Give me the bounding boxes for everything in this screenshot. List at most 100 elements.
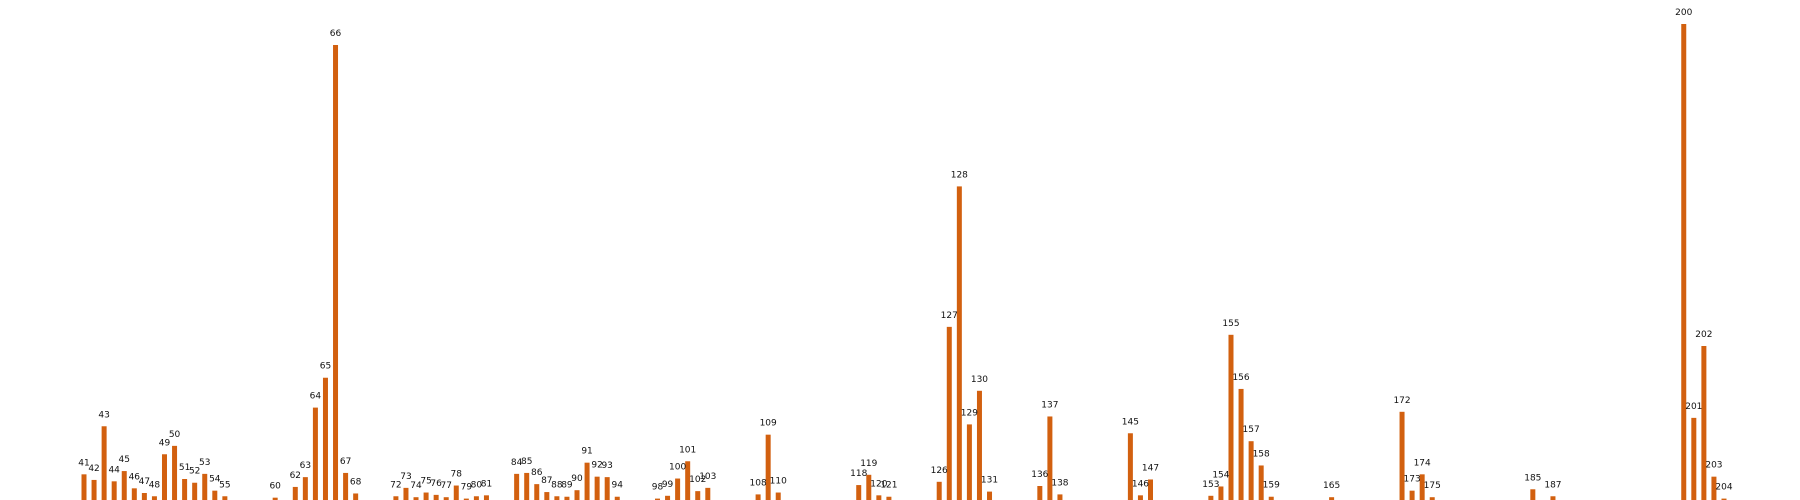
bar-label-203: 203 <box>1705 461 1722 471</box>
bar-label-49: 49 <box>159 438 171 448</box>
bar-label-156: 156 <box>1232 373 1249 383</box>
bar-62 <box>292 486 298 500</box>
bar-60 <box>272 497 278 500</box>
bar-label-62: 62 <box>290 471 301 481</box>
bar-label-41: 41 <box>78 458 89 468</box>
bar-label-50: 50 <box>169 430 181 440</box>
bar-label-89: 89 <box>561 481 573 491</box>
bar-79 <box>463 498 469 500</box>
bar-label-87: 87 <box>541 476 552 486</box>
bar-label-65: 65 <box>320 362 331 372</box>
bar-label-48: 48 <box>149 480 161 490</box>
bar-label-159: 159 <box>1263 481 1280 491</box>
bar-label-158: 158 <box>1253 449 1270 459</box>
bar-52 <box>192 482 198 500</box>
bar-label-103: 103 <box>699 472 716 482</box>
bar-102 <box>695 491 701 500</box>
bar-label-77: 77 <box>440 481 451 491</box>
bar-84 <box>514 473 520 500</box>
bar-label-67: 67 <box>340 457 351 467</box>
bar-90 <box>574 490 580 500</box>
bar-label-78: 78 <box>451 470 463 480</box>
bar-89 <box>564 496 570 500</box>
bar-100 <box>675 478 681 500</box>
bar-129 <box>966 424 972 500</box>
bar-53 <box>202 473 208 500</box>
bar-110 <box>775 492 781 500</box>
bar-93 <box>604 477 610 500</box>
bar-label-109: 109 <box>760 419 777 429</box>
bar-200 <box>1681 24 1687 500</box>
bar-44 <box>111 481 117 500</box>
bar-label-88: 88 <box>551 480 563 490</box>
bar-91 <box>584 462 590 500</box>
bar-76 <box>433 494 439 500</box>
bar-145 <box>1127 433 1133 500</box>
bar-87 <box>544 492 550 500</box>
bar-47 <box>141 493 147 500</box>
bar-187 <box>1550 496 1556 500</box>
bar-157 <box>1248 441 1254 500</box>
bar-67 <box>343 472 349 500</box>
bar-label-146: 146 <box>1132 479 1149 489</box>
bar-130 <box>976 390 982 500</box>
bar-label-128: 128 <box>951 170 968 180</box>
bar-65 <box>322 377 328 500</box>
bar-175 <box>1429 497 1435 500</box>
bar-label-172: 172 <box>1393 396 1410 406</box>
bar-155 <box>1228 334 1234 500</box>
bar-label-91: 91 <box>581 447 592 457</box>
bar-label-174: 174 <box>1414 458 1431 468</box>
bar-label-138: 138 <box>1051 478 1068 488</box>
bar-label-127: 127 <box>941 311 958 321</box>
bar-label-136: 136 <box>1031 470 1048 480</box>
bar-label-85: 85 <box>521 457 532 467</box>
bar-48 <box>151 496 157 500</box>
bar-174 <box>1419 474 1425 500</box>
bar-204 <box>1721 498 1727 500</box>
bar-label-47: 47 <box>139 477 150 487</box>
bar-74 <box>413 497 419 500</box>
bar-label-81: 81 <box>481 479 492 489</box>
bar-85 <box>524 472 530 500</box>
bar-138 <box>1057 494 1063 500</box>
bar-label-43: 43 <box>98 410 109 420</box>
bar-119 <box>866 474 872 500</box>
bar-label-126: 126 <box>931 466 948 476</box>
bar-label-44: 44 <box>108 465 120 475</box>
bar-label-99: 99 <box>662 480 674 490</box>
bar-109 <box>765 434 771 500</box>
bar-73 <box>403 487 409 500</box>
bar-label-53: 53 <box>199 458 210 468</box>
bar-label-101: 101 <box>679 445 696 455</box>
bar-49 <box>161 454 167 500</box>
bar-label-72: 72 <box>390 480 401 490</box>
bar-81 <box>483 495 489 500</box>
bar-165 <box>1329 497 1335 500</box>
bar-41 <box>81 474 87 500</box>
bar-121 <box>886 496 892 500</box>
bar-72 <box>393 496 399 500</box>
bar-159 <box>1268 496 1274 500</box>
bar-118 <box>856 485 862 500</box>
bar-80 <box>473 496 479 500</box>
bar-label-100: 100 <box>669 463 686 473</box>
bar-label-157: 157 <box>1243 425 1260 435</box>
bar-label-52: 52 <box>189 467 200 477</box>
bar-label-185: 185 <box>1524 473 1541 483</box>
bar-label-68: 68 <box>350 477 362 487</box>
bar-label-79: 79 <box>461 483 473 493</box>
bar-label-86: 86 <box>531 468 543 478</box>
bar-146 <box>1137 495 1143 500</box>
bar-label-51: 51 <box>179 463 190 473</box>
bar-75 <box>423 492 429 500</box>
bar-label-155: 155 <box>1222 319 1239 329</box>
bar-202 <box>1701 346 1707 500</box>
bar-77 <box>443 497 449 500</box>
bar-label-119: 119 <box>860 459 877 469</box>
bar-label-92: 92 <box>591 461 602 471</box>
bar-94 <box>614 496 620 500</box>
bar-label-55: 55 <box>219 480 230 490</box>
bar-label-165: 165 <box>1323 481 1340 491</box>
bar-126 <box>936 481 942 500</box>
